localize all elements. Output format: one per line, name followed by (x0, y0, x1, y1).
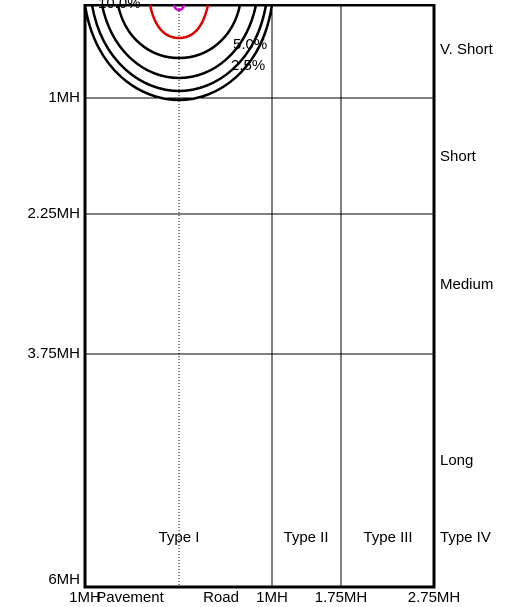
x-label: 1MH (256, 589, 288, 606)
contour (100, 4, 258, 80)
type-label: Type III (363, 529, 412, 546)
contour (172, 4, 186, 12)
contour (116, 4, 242, 60)
type-label: Type II (283, 529, 328, 546)
y-label: 1MH (48, 89, 80, 106)
right-label: V. Short (440, 41, 494, 58)
type-label: Type I (159, 529, 200, 546)
contour (148, 4, 210, 40)
contour (83, 4, 274, 102)
plot-frame (83, 3, 436, 589)
grid (85, 5, 434, 587)
contour-label: 10.0% (98, 0, 141, 12)
right-label: Type IV (440, 529, 491, 546)
y-label: 6MH (48, 571, 80, 588)
contour-label: 5.0% (233, 36, 267, 53)
bottom-label: Pavement (96, 589, 164, 606)
right-label: Medium (440, 276, 493, 293)
bottom-label: Road (203, 589, 239, 606)
top-mask (0, 0, 520, 4)
contours (83, 4, 274, 102)
y-label: 2.25MH (27, 205, 80, 222)
contour (90, 4, 268, 93)
x-label: 1MH (69, 589, 101, 606)
x-label: 1.75MH (315, 589, 368, 606)
y-label: 3.75MH (27, 345, 80, 362)
right-label: Long (440, 452, 473, 469)
contour-label: 2.5% (231, 57, 265, 74)
right-label: Short (440, 148, 477, 165)
x-label: 2.75MH (408, 589, 461, 606)
